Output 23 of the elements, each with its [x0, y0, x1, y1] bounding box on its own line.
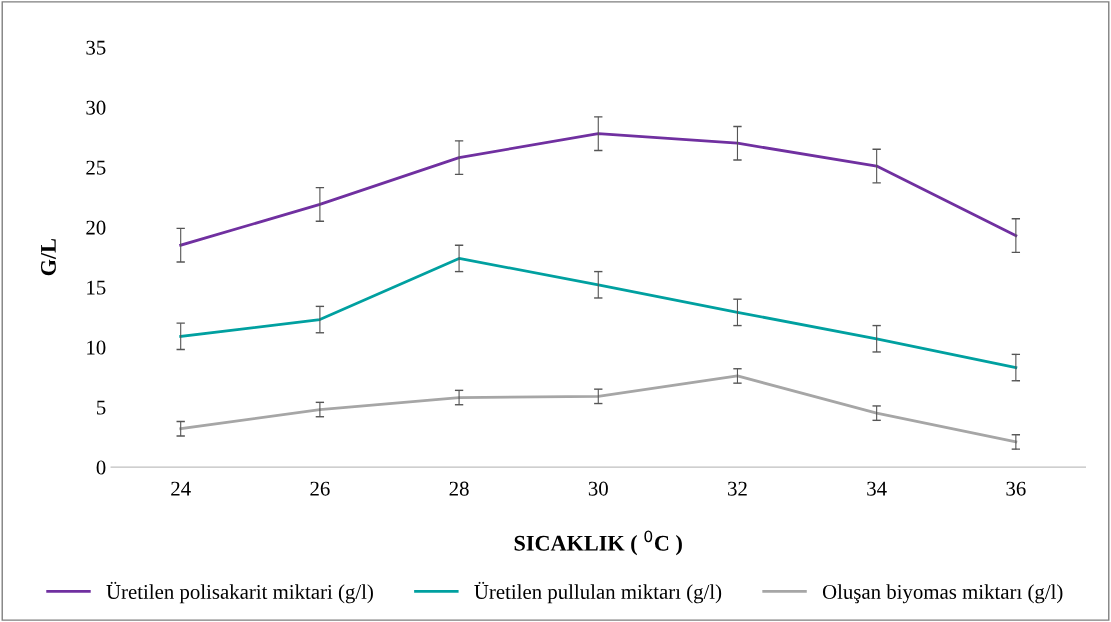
- y-tick-label: 0: [96, 460, 106, 475]
- line-series: [179, 374, 1018, 444]
- line-series: [179, 257, 1018, 369]
- y-tick-label: 30: [86, 100, 106, 115]
- y-tick-label: 5: [97, 400, 106, 415]
- x-tick-label: 28: [449, 481, 469, 496]
- x-tick-label: 26: [310, 481, 330, 496]
- y-tick-label: 15: [87, 280, 106, 295]
- x-axis-title: SICAKLIK ( $^{0}$C ): [514, 530, 682, 556]
- x-tick-label: 34: [867, 481, 887, 496]
- y-tick-label: 10: [87, 340, 106, 355]
- x-tick-label: 30: [588, 481, 608, 496]
- legend-label: Oluşan biyomas miktarı (g/l): [822, 584, 1063, 604]
- legend-label: Üretilen polisakarit miktari (g/l): [106, 581, 373, 604]
- x-tick-label: 36: [1006, 481, 1026, 496]
- y-axis-title: G/L: [40, 238, 56, 276]
- y-tick-label: 35: [86, 40, 106, 55]
- y-tick-label: 20: [86, 220, 106, 235]
- x-tick-label: 24: [171, 481, 191, 496]
- x-tick-label: 32: [728, 481, 747, 496]
- legend-label: Üretilen pullulan miktarı (g/l): [474, 581, 722, 604]
- y-tick-label: 25: [86, 160, 106, 175]
- line-series: [179, 132, 1018, 247]
